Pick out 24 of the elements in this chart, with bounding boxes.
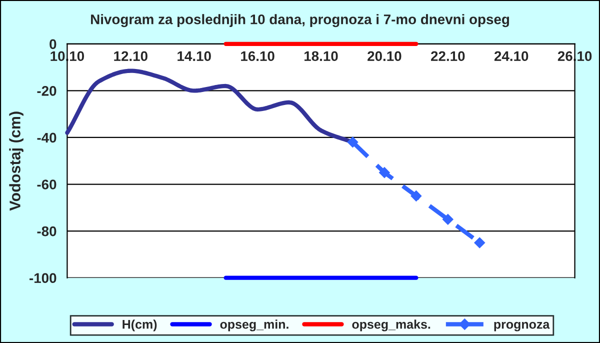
y-tick-label: -20 [37, 86, 56, 96]
legend-label: opseg_min. [220, 320, 288, 332]
y-axis-title: Vodostaj (cm) [9, 112, 24, 211]
x-tick-label: 24.10 [494, 51, 528, 62]
y-tick-label: -60 [37, 180, 56, 190]
y-tick-label: -80 [37, 226, 56, 236]
legend-label: opseg_maks. [352, 320, 430, 332]
point [442, 214, 454, 225]
x-tick-label: 20.10 [368, 51, 402, 62]
y-tick-label: -100 [30, 273, 56, 283]
point [410, 190, 422, 202]
y-tick-label: 0 [50, 39, 56, 50]
x-tick-label: 14.10 [178, 51, 211, 62]
point [347, 136, 358, 148]
y-tick-label: -40 [37, 132, 56, 143]
x-tick-label: 18.10 [304, 51, 338, 62]
point [379, 167, 390, 178]
point [474, 237, 486, 248]
legend-label: prognoza [494, 322, 550, 332]
x-tick-label: 12.10 [114, 51, 148, 62]
legend-label: H(cm) [122, 320, 157, 332]
chart-title: Nivogram za poslednjih 10 dana, prognoza i 7-mo dnevni opseg [91, 14, 509, 28]
x-tick-label: 22.10 [431, 51, 465, 62]
x-tick-label: 16.10 [241, 51, 274, 62]
